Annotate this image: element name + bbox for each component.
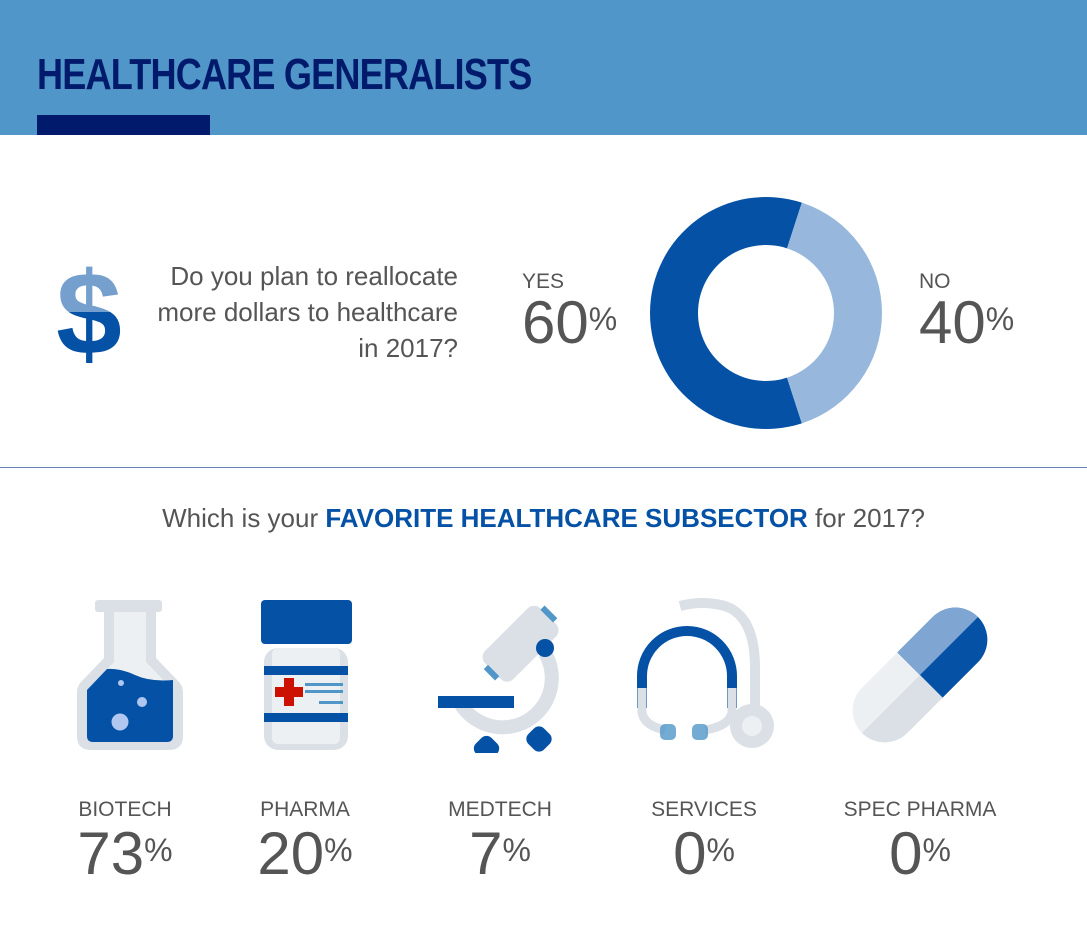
section-divider bbox=[0, 467, 1087, 468]
percent-sign: % bbox=[502, 832, 531, 868]
header-banner bbox=[0, 0, 1087, 135]
subsector-medtech: MEDTECH 7% bbox=[400, 798, 600, 884]
svg-text:$: $ bbox=[56, 262, 122, 364]
flask-icon bbox=[77, 600, 183, 750]
subsector-biotech: BIOTECH 73% bbox=[25, 798, 225, 884]
donut-slice-no bbox=[787, 202, 882, 424]
page-title: HEALTHCARE GENERALISTS bbox=[37, 50, 532, 99]
subsector-value: 7 bbox=[469, 820, 503, 887]
subsector-label: SPEC PHARMA bbox=[843, 798, 997, 821]
question-highlight: FAVORITE HEALTHCARE SUBSECTOR bbox=[325, 503, 808, 533]
pill-bottle-icon bbox=[261, 600, 352, 750]
microscope-icon bbox=[438, 605, 559, 753]
no-value: 40% bbox=[919, 293, 1014, 353]
no-percent: 40 bbox=[919, 289, 986, 356]
question-prefix: Which is your bbox=[162, 503, 326, 533]
percent-sign: % bbox=[922, 832, 951, 868]
title-underline bbox=[37, 115, 210, 135]
no-label: NO bbox=[919, 270, 951, 293]
subsector-value: 0 bbox=[889, 820, 923, 887]
dollar-icon: $ bbox=[48, 262, 130, 364]
stethoscope-icon bbox=[637, 598, 774, 748]
subsector-value: 73 bbox=[77, 820, 145, 887]
percent-sign: % bbox=[985, 301, 1015, 337]
subsector-value: 0 bbox=[673, 820, 707, 887]
donut-slice-yes bbox=[650, 197, 802, 429]
subsector-label: SERVICES bbox=[651, 798, 757, 821]
subsector-pharma: PHARMA 20% bbox=[205, 798, 405, 884]
percent-sign: % bbox=[144, 832, 173, 868]
reallocate-question: Do you plan to reallocate more dollars t… bbox=[157, 261, 458, 363]
capsule-icon bbox=[852, 607, 988, 743]
subsector-services: SERVICES 0% bbox=[604, 798, 804, 884]
percent-sign: % bbox=[324, 832, 353, 868]
subsector-value: 20 bbox=[257, 820, 325, 887]
subsector-label: MEDTECH bbox=[448, 798, 552, 821]
question-suffix: for 2017? bbox=[807, 503, 925, 533]
yes-percent: 60 bbox=[522, 289, 589, 356]
subsector-label: BIOTECH bbox=[78, 798, 172, 821]
donut-chart bbox=[650, 197, 882, 429]
percent-sign: % bbox=[706, 832, 735, 868]
yes-label: YES bbox=[522, 270, 565, 293]
subsector-spec-pharma: SPEC PHARMA 0% bbox=[820, 798, 1020, 884]
yes-value: 60% bbox=[522, 293, 617, 353]
subsector-question: Which is your FAVORITE HEALTHCARE SUBSEC… bbox=[0, 503, 1087, 534]
subsector-label: PHARMA bbox=[260, 798, 350, 821]
percent-sign: % bbox=[588, 301, 618, 337]
